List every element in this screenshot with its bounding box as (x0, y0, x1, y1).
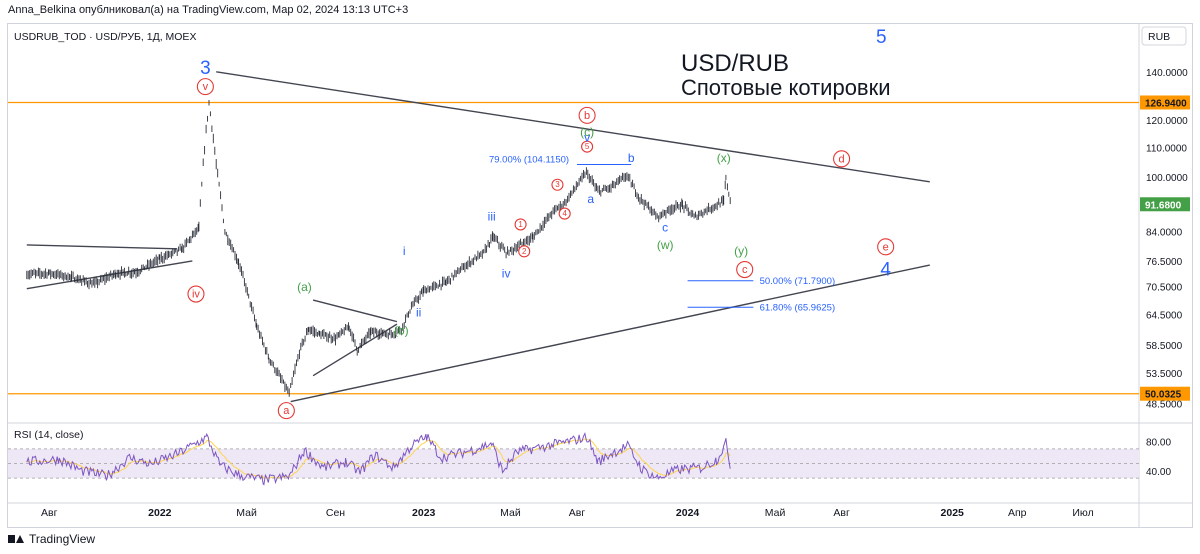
price-axis-tick: 140.0000 (1146, 68, 1188, 79)
chart-title: USD/RUB (681, 50, 789, 77)
wave-label-circle (578, 106, 596, 124)
wave-label: a (587, 192, 594, 206)
time-axis-tick: Апр (1008, 507, 1027, 519)
price-axis-tick: 84.0000 (1146, 228, 1183, 239)
last-price-label: 91.6800 (1145, 200, 1182, 211)
wave-label-circle (551, 178, 564, 191)
time-axis-tick: Сен (326, 507, 345, 519)
price-axis-tick: 64.5000 (1146, 310, 1183, 321)
wave-label: c (662, 221, 668, 235)
fib-level-label: 50.00% (71.7900) (760, 276, 836, 287)
price-axis-tick: 70.5000 (1146, 282, 1183, 293)
wave-label: v (584, 131, 590, 145)
price-series (26, 100, 731, 397)
wave-label: 1 (518, 220, 523, 229)
time-axis-tick: Авг (569, 507, 586, 519)
tradingview-logo-icon (8, 533, 24, 545)
price-axis-tick: 48.5000 (1146, 399, 1183, 410)
wave-label: 5 (876, 27, 887, 48)
trendline[interactable] (216, 71, 930, 183)
wave-label-circle (518, 245, 531, 258)
wave-label-circle (196, 78, 214, 96)
wave-label: 4 (880, 260, 891, 281)
rsi-axis-tick: 80.00 (1146, 438, 1171, 449)
time-axis-tick: 2022 (148, 507, 172, 519)
time-axis-tick: 2023 (412, 507, 436, 519)
time-axis-tick: 2024 (676, 507, 700, 519)
fib-level-label: 61.80% (65.9625) (760, 302, 836, 313)
symbol-header: USDRUB_TOD · USD/РУБ, 1Д, MOEX (14, 31, 196, 43)
wave-label-circle (877, 238, 895, 256)
horizontal-level-label: 50.0325 (1145, 390, 1182, 401)
wave-label: 2 (522, 247, 527, 256)
wave-label: 5 (585, 142, 590, 151)
currency-button-label: RUB (1148, 31, 1170, 43)
wave-label: b (628, 151, 635, 165)
wave-label-circle (581, 140, 594, 153)
price-axis-tick: 100.0000 (1146, 173, 1188, 184)
wave-label-circle (514, 218, 527, 231)
trendline[interactable] (312, 323, 398, 377)
wave-label: 3 (200, 58, 211, 79)
wave-label-circle (833, 150, 851, 168)
time-axis-tick: Авг (41, 507, 58, 519)
wave-label-circle (558, 207, 571, 220)
horizontal-level-tag (1140, 386, 1190, 401)
published-line: Anna_Belkina опублниковал(а) на TradingV… (8, 4, 409, 16)
wave-label: (w) (657, 238, 674, 252)
price-axis-tick: 76.5000 (1146, 257, 1183, 268)
currency-button[interactable] (1141, 26, 1187, 46)
fib-level-label: 79.00% (104.1150) (489, 154, 569, 165)
time-axis-tick: 2025 (941, 507, 965, 519)
wave-label: (a) (297, 280, 312, 294)
trendline[interactable] (26, 244, 178, 250)
wave-label: a (283, 405, 290, 417)
wave-label-circle (187, 285, 205, 303)
wave-label: v (203, 81, 209, 93)
wave-label: ii (416, 306, 421, 320)
wave-label: (y) (734, 244, 748, 258)
price-axis-tick: 58.5000 (1146, 341, 1183, 352)
wave-label: i (403, 244, 406, 258)
chart-frame (7, 23, 1193, 528)
wave-label: 3 (555, 180, 560, 189)
wave-label-circle (277, 402, 295, 420)
footer-brand[interactable]: TradingView (8, 532, 95, 546)
price-axis-tick: 120.0000 (1146, 116, 1188, 127)
rsi-axis-tick: 40.00 (1146, 467, 1171, 478)
time-axis-tick: Май (236, 507, 257, 519)
wave-label: iv (192, 289, 200, 301)
time-axis-tick: Июл (1072, 507, 1093, 519)
wave-label: (c) (580, 125, 594, 139)
wave-label: (x) (717, 151, 731, 165)
wave-label: d (839, 153, 845, 165)
footer-brand-text: TradingView (29, 532, 96, 546)
wave-label: 4 (562, 209, 567, 218)
wave-label: e (883, 241, 889, 253)
wave-label: b (584, 110, 590, 122)
price-axis-tick: 53.5000 (1146, 369, 1183, 380)
price-bars[interactable] (26, 100, 731, 397)
rsi-line[interactable] (26, 431, 731, 486)
wave-label: (b) (394, 323, 409, 337)
price-axis-tick: 110.0000 (1146, 143, 1187, 154)
trendline[interactable] (312, 299, 398, 323)
wave-label-circle (736, 260, 754, 279)
time-axis-tick: Май (500, 507, 521, 519)
rsi-title: RSI (14, close) (14, 429, 83, 441)
horizontal-level-tag (1140, 95, 1190, 110)
chart-subtitle: Спотовые котировки (681, 75, 891, 100)
trendline[interactable] (290, 264, 930, 403)
horizontal-level-label: 126.9400 (1145, 98, 1187, 109)
wave-label: iii (488, 210, 496, 224)
wave-label: c (742, 264, 748, 276)
time-axis-tick: Авг (833, 507, 850, 519)
time-axis-tick: Май (765, 507, 786, 519)
last-price-tag (1140, 197, 1190, 212)
wave-label: iv (502, 267, 511, 281)
